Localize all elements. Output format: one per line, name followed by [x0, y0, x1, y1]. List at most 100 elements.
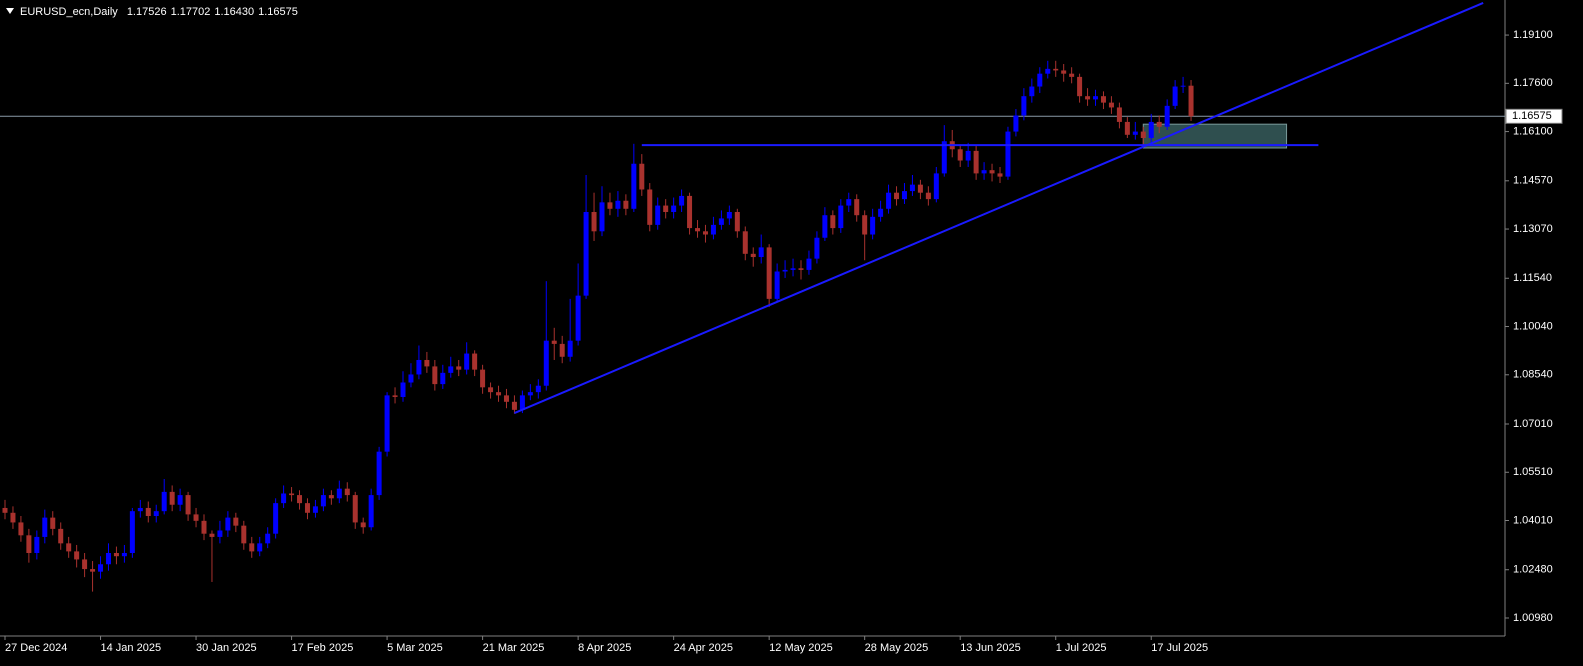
candle-body: [336, 488, 342, 499]
y-tick-label: 1.07010: [1513, 418, 1553, 430]
candle-body: [567, 340, 573, 357]
header-price: 1.16575: [258, 6, 298, 18]
candle-body: [42, 517, 48, 537]
x-tick-label: 24 Apr 2025: [674, 642, 733, 654]
candle-body: [1085, 96, 1091, 100]
candle-body: [519, 395, 525, 410]
candle-body: [209, 533, 215, 537]
candle-body: [925, 192, 931, 200]
candle-body: [615, 200, 621, 209]
candle-body: [424, 359, 430, 367]
candle-body: [58, 528, 64, 544]
candle-body: [503, 395, 509, 402]
x-tick-label: 30 Jan 2025: [196, 642, 257, 654]
candle-body: [1100, 96, 1106, 103]
candle-body: [241, 525, 247, 544]
candle-body: [344, 488, 350, 496]
candle-body: [113, 553, 119, 557]
candle-body: [535, 385, 541, 393]
candle-body: [798, 268, 804, 270]
candle-body: [352, 495, 358, 523]
candle-body: [607, 202, 613, 209]
candle-body: [360, 522, 366, 528]
candle-body: [862, 215, 868, 235]
candle-body: [90, 569, 96, 572]
candle-body: [217, 530, 223, 537]
candle-body: [901, 191, 907, 200]
y-tick-label: 1.00980: [1513, 612, 1553, 624]
candle-body: [26, 535, 32, 554]
candle-body: [559, 343, 565, 357]
x-tick-label: 1 Jul 2025: [1056, 642, 1107, 654]
candle-body: [710, 224, 716, 235]
candle-body: [448, 366, 454, 373]
candle-body: [257, 543, 263, 552]
x-tick-label: 13 Jun 2025: [960, 642, 1021, 654]
candle-body: [98, 564, 104, 572]
candle-body: [599, 202, 605, 232]
candle-body: [384, 395, 390, 452]
symbol: EURUSD_ecn,Daily: [20, 6, 118, 18]
candle-body: [328, 495, 334, 499]
candle-body: [105, 553, 111, 565]
candle-body: [129, 511, 135, 554]
candle-body: [1156, 121, 1162, 127]
candle-body: [997, 173, 1003, 177]
candle-body: [718, 218, 724, 225]
candle-body: [50, 517, 56, 529]
candle-body: [137, 507, 143, 512]
candle-body: [289, 493, 295, 496]
candle-body: [886, 192, 892, 209]
collapse-icon[interactable]: [6, 8, 14, 14]
candle-body: [376, 451, 382, 496]
candle-body: [774, 271, 780, 299]
candle-body: [472, 353, 478, 370]
candle-body: [249, 543, 255, 552]
candle-body: [957, 149, 963, 161]
candle-body: [647, 189, 653, 225]
candle-body: [185, 495, 191, 515]
y-tick-label: 1.08540: [1513, 369, 1553, 381]
candle-body: [161, 491, 167, 512]
y-tick-label: 1.04010: [1513, 514, 1553, 526]
y-tick-label: 1.05510: [1513, 466, 1553, 478]
x-tick-label: 5 Mar 2025: [387, 642, 443, 654]
candle-body: [1140, 131, 1146, 139]
candle-body: [416, 359, 422, 375]
candle-body: [34, 536, 40, 554]
candle-body: [1021, 96, 1027, 116]
candle-body: [726, 212, 732, 219]
candle-body: [575, 295, 581, 341]
candle-body: [1029, 86, 1035, 97]
candle-body: [145, 507, 151, 517]
candle-body: [583, 212, 589, 296]
candle-body: [981, 170, 987, 174]
candle-body: [1124, 121, 1130, 135]
candle-body: [1172, 86, 1178, 106]
candle-body: [830, 215, 836, 229]
candle-body: [846, 199, 852, 206]
candle-body: [1053, 68, 1059, 71]
candle-body: [806, 258, 812, 270]
candle-body: [82, 559, 88, 570]
candle-body: [1037, 73, 1043, 87]
candle-body: [1180, 85, 1186, 87]
candle-body: [496, 392, 502, 396]
candle-body: [591, 212, 597, 232]
candle-body: [965, 150, 971, 161]
y-tick-label: 1.16100: [1513, 125, 1553, 137]
candle-body: [1093, 96, 1099, 100]
candle-body: [464, 353, 470, 370]
candle-body: [480, 369, 486, 388]
candle-body: [527, 392, 533, 396]
x-tick-label: 12 May 2025: [769, 642, 833, 654]
candle-body: [74, 551, 80, 560]
candle-body: [177, 495, 183, 505]
candle-body: [201, 520, 207, 534]
x-tick-label: 27 Dec 2024: [5, 642, 67, 654]
candle-body: [1077, 76, 1083, 97]
candle-body: [790, 268, 796, 270]
candle-body: [870, 216, 876, 235]
